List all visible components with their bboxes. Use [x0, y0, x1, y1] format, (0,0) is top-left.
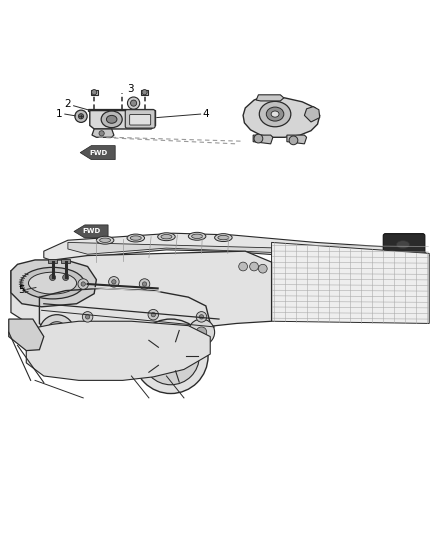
Text: 4: 4: [202, 109, 209, 119]
Circle shape: [289, 136, 298, 145]
Polygon shape: [88, 109, 153, 110]
Text: FWD: FWD: [89, 150, 108, 156]
Circle shape: [92, 90, 97, 95]
Circle shape: [46, 322, 67, 343]
Circle shape: [196, 327, 207, 337]
Ellipse shape: [99, 238, 110, 243]
Circle shape: [99, 342, 125, 368]
Circle shape: [85, 314, 90, 319]
Ellipse shape: [218, 236, 229, 240]
Circle shape: [78, 279, 88, 289]
Polygon shape: [253, 135, 273, 144]
Circle shape: [81, 282, 85, 286]
Circle shape: [134, 319, 208, 393]
Ellipse shape: [101, 111, 122, 128]
Text: 5: 5: [18, 285, 25, 295]
Circle shape: [142, 282, 147, 286]
Ellipse shape: [396, 241, 410, 248]
Polygon shape: [92, 129, 114, 138]
Ellipse shape: [96, 236, 114, 244]
Circle shape: [39, 314, 74, 350]
Text: 1: 1: [56, 109, 63, 119]
Text: 2: 2: [64, 100, 71, 109]
Ellipse shape: [131, 236, 141, 240]
Circle shape: [166, 351, 176, 361]
Ellipse shape: [259, 101, 291, 127]
FancyBboxPatch shape: [141, 90, 148, 95]
Ellipse shape: [188, 232, 206, 240]
FancyBboxPatch shape: [130, 115, 151, 125]
Circle shape: [188, 319, 215, 345]
Polygon shape: [26, 321, 210, 381]
Circle shape: [63, 274, 69, 280]
Circle shape: [148, 310, 159, 320]
Polygon shape: [304, 107, 320, 122]
Ellipse shape: [266, 107, 284, 121]
Circle shape: [78, 114, 84, 119]
Polygon shape: [256, 95, 284, 101]
Circle shape: [151, 312, 155, 317]
Circle shape: [109, 277, 119, 287]
Circle shape: [127, 97, 140, 109]
Polygon shape: [44, 233, 429, 262]
Circle shape: [239, 262, 247, 271]
Circle shape: [131, 100, 137, 106]
Ellipse shape: [215, 233, 232, 241]
Polygon shape: [68, 243, 420, 261]
Ellipse shape: [271, 111, 279, 117]
Polygon shape: [287, 135, 307, 144]
Text: FWD: FWD: [83, 229, 101, 235]
Circle shape: [112, 280, 116, 284]
Circle shape: [196, 312, 207, 322]
FancyBboxPatch shape: [91, 90, 98, 95]
Polygon shape: [272, 243, 429, 324]
Circle shape: [258, 264, 267, 273]
Ellipse shape: [28, 272, 77, 294]
FancyBboxPatch shape: [125, 110, 155, 128]
Ellipse shape: [161, 235, 172, 239]
Ellipse shape: [192, 234, 202, 238]
Circle shape: [49, 274, 56, 280]
Ellipse shape: [158, 233, 175, 241]
Circle shape: [155, 341, 186, 372]
Circle shape: [82, 312, 93, 322]
Circle shape: [142, 328, 199, 385]
Circle shape: [254, 134, 263, 143]
Circle shape: [99, 131, 104, 136]
Circle shape: [92, 335, 131, 375]
Polygon shape: [74, 225, 108, 238]
Ellipse shape: [127, 234, 145, 242]
Polygon shape: [9, 319, 44, 351]
Circle shape: [75, 110, 87, 123]
FancyBboxPatch shape: [48, 259, 57, 263]
Circle shape: [250, 262, 258, 271]
FancyBboxPatch shape: [61, 259, 70, 263]
Polygon shape: [90, 110, 155, 129]
Polygon shape: [243, 96, 320, 138]
Circle shape: [106, 350, 117, 360]
FancyBboxPatch shape: [383, 233, 425, 255]
Polygon shape: [11, 260, 96, 307]
Ellipse shape: [21, 268, 84, 299]
Circle shape: [199, 314, 204, 319]
Polygon shape: [80, 146, 115, 159]
Circle shape: [142, 90, 147, 95]
Polygon shape: [11, 251, 272, 334]
Circle shape: [139, 279, 150, 289]
Text: 3: 3: [127, 84, 134, 94]
Ellipse shape: [106, 115, 117, 123]
